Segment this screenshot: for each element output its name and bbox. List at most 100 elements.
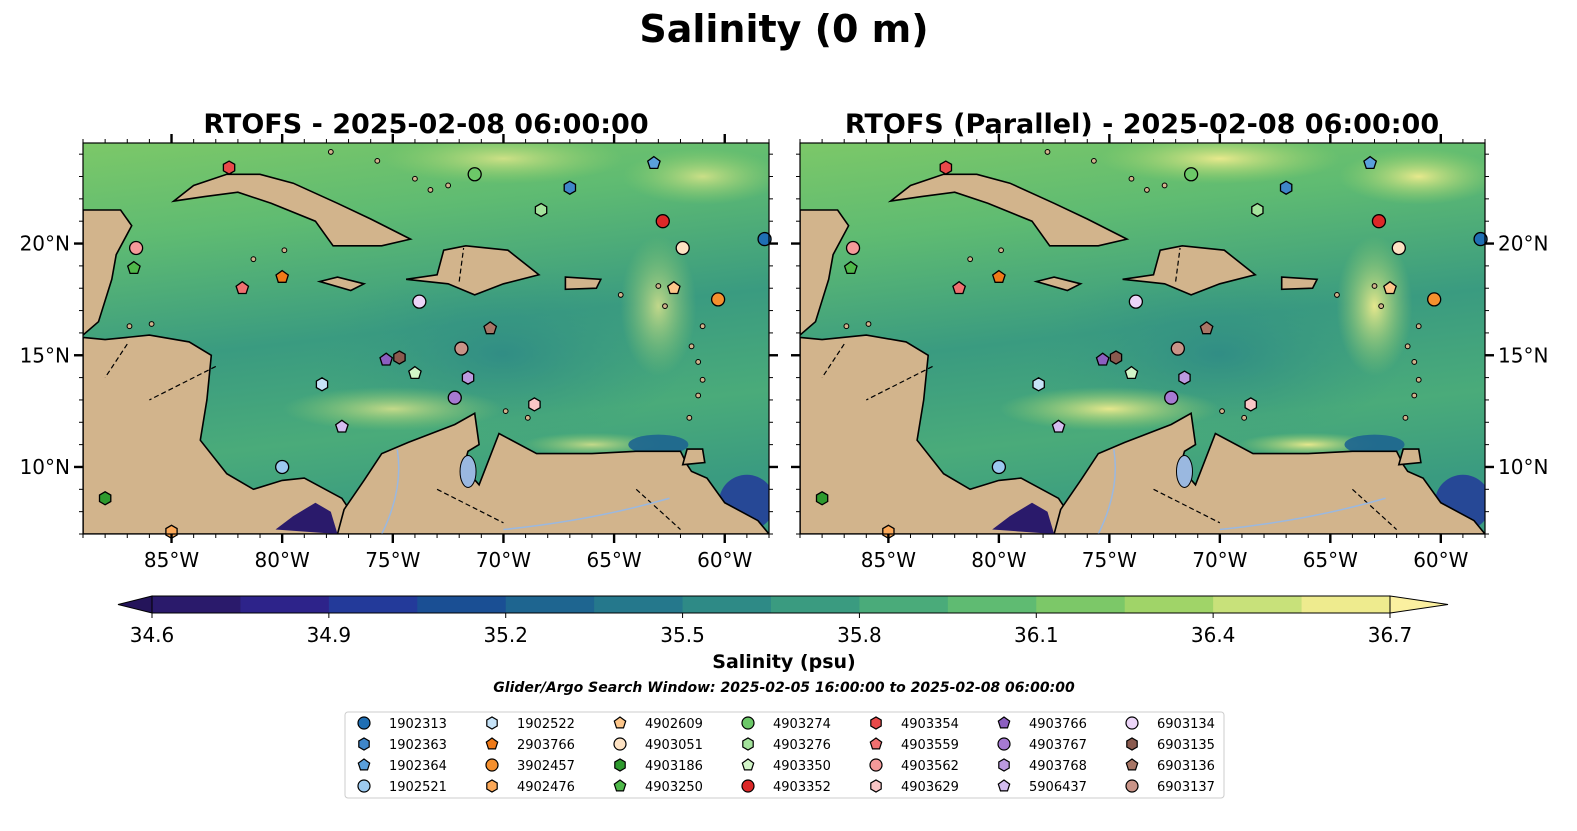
legend-marker-4903250 <box>613 779 627 792</box>
legend-marker-6903137 <box>1125 779 1139 793</box>
float-marker-4903768 <box>1178 370 1191 385</box>
border-line <box>436 488 504 524</box>
island <box>1241 414 1248 421</box>
float-marker-3902457 <box>710 292 726 307</box>
float-marker-4903186 <box>815 491 829 506</box>
border-line <box>821 343 845 378</box>
legend-label: 4903559 <box>901 738 959 753</box>
land-jamaica <box>1033 276 1083 292</box>
legend-marker-4903766 <box>997 716 1011 729</box>
float-marker-4903274 <box>1183 167 1199 182</box>
lat-tick-label: 10°N <box>20 455 70 479</box>
float-marker-6903137 <box>1170 341 1186 356</box>
border-line <box>1175 247 1181 282</box>
lat-tick-label: 10°N <box>1498 455 1548 479</box>
lon-tick-label: 85°W <box>144 548 199 572</box>
float-marker-4903354 <box>222 160 236 175</box>
island <box>617 292 624 298</box>
lat-tick-label: 15°N <box>1498 343 1548 367</box>
float-marker-4903274 <box>467 167 482 182</box>
colorbar-segment <box>859 596 949 613</box>
float-marker-4903186 <box>98 491 112 506</box>
colorbar-extend-low <box>117 595 153 614</box>
river <box>1097 448 1117 534</box>
low-salinity-plume <box>1344 434 1405 455</box>
high-salinity-patch <box>1238 432 1379 457</box>
island <box>843 323 850 330</box>
high-salinity-patch <box>620 236 697 377</box>
float-marker-4903350 <box>1124 365 1139 380</box>
island <box>281 247 288 254</box>
island <box>1415 323 1422 330</box>
colorbar-tick-label: 36.1 <box>1014 623 1059 647</box>
colorbar-segment <box>1124 596 1214 613</box>
lon-tick-label: 80°W <box>255 548 310 572</box>
legend-label: 1902364 <box>389 759 447 774</box>
colorbar-tick-label: 34.9 <box>307 623 352 647</box>
float-marker-4903768 <box>461 370 475 385</box>
legend-label: 4902476 <box>517 780 575 795</box>
land-trinidad <box>1397 448 1422 466</box>
legend-label: 3902457 <box>517 759 575 774</box>
legend-label: 4903250 <box>645 780 703 795</box>
colorbar-tick-label: 35.5 <box>660 623 705 647</box>
float-marker-4903767 <box>447 390 462 405</box>
map-frame <box>799 142 1486 535</box>
panel-title: RTOFS - 2025-02-08 06:00:00 <box>203 109 648 140</box>
lake-maracaibo <box>1175 454 1193 488</box>
island <box>1402 414 1409 421</box>
figure-title: Salinity (0 m) <box>639 7 928 51</box>
legend-marker-1902363 <box>358 737 370 751</box>
colorbar-tick-label: 36.4 <box>1191 623 1236 647</box>
colorbar-segment <box>1213 596 1303 613</box>
legend-label: 2903766 <box>517 738 575 753</box>
legend-label: 1902313 <box>389 717 447 732</box>
lon-tick-label: 65°W <box>1303 548 1358 572</box>
float-marker-4902609 <box>666 280 681 295</box>
legend-marker-4903274 <box>741 716 755 730</box>
legend-marker-3902457 <box>485 758 499 772</box>
river <box>503 497 670 531</box>
legend-label: 4903350 <box>773 759 831 774</box>
float-marker-1902364 <box>646 155 661 170</box>
float-marker-1902522 <box>315 377 329 392</box>
float-marker-4903352 <box>655 214 670 229</box>
island <box>427 187 434 193</box>
float-marker-6903134 <box>1128 294 1144 309</box>
legend-marker-1902521 <box>357 779 371 793</box>
float-marker-4903350 <box>408 365 422 380</box>
border-line <box>1352 488 1398 530</box>
pacific-ocean-coast <box>992 502 1055 534</box>
float-marker-4903629 <box>1244 397 1258 412</box>
island <box>1044 149 1051 155</box>
island <box>1378 303 1385 310</box>
legend-label: 1902522 <box>517 717 575 732</box>
search-window-text: Glider/Argo Search Window: 2025-02-05 16… <box>493 680 1075 696</box>
high-salinity-patch <box>1099 143 1340 184</box>
island <box>445 182 452 189</box>
island <box>695 392 702 399</box>
legend-marker-4903562 <box>869 758 883 772</box>
high-salinity-patch <box>521 432 662 457</box>
land-yucatan <box>83 209 133 337</box>
float-marker-5906437 <box>334 419 349 433</box>
legend-marker-4902609 <box>613 716 627 729</box>
lat-tick-label: 20°N <box>20 232 70 256</box>
legend-label: 1902363 <box>389 738 447 753</box>
land-cuba <box>887 173 1130 247</box>
island <box>699 376 706 383</box>
border-line <box>458 247 465 282</box>
island <box>412 175 418 182</box>
legend-marker-4903352 <box>741 779 755 793</box>
land-puertorico <box>1280 276 1319 291</box>
lon-tick-label: 60°W <box>1413 548 1468 572</box>
float-marker-4903250 <box>843 260 858 275</box>
float-marker-1902521 <box>275 459 290 475</box>
island <box>250 256 257 263</box>
colorbar-segment <box>1036 596 1126 613</box>
island <box>1090 157 1097 164</box>
high-salinity-patch <box>383 143 624 184</box>
float-marker-6903136 <box>1199 321 1214 335</box>
legend-marker-4903350 <box>741 758 755 771</box>
